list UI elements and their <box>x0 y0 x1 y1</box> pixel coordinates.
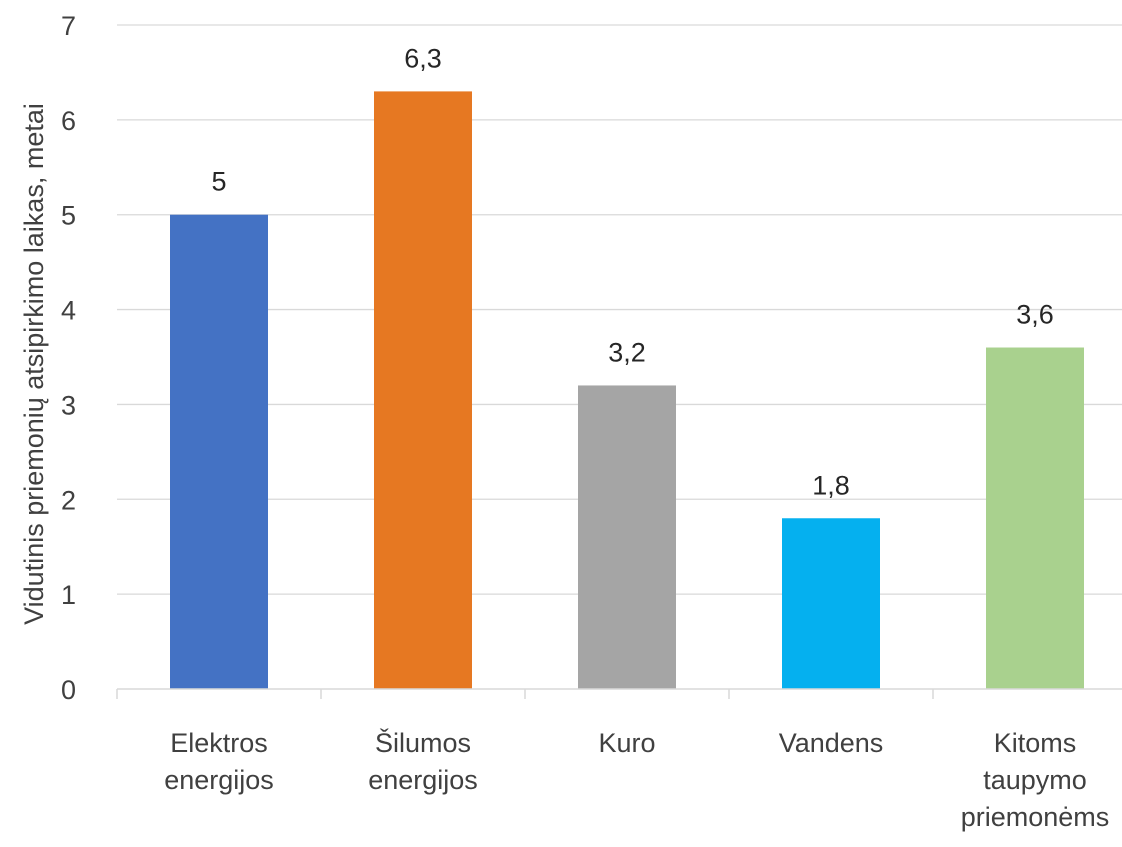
data-label: 5 <box>211 167 226 197</box>
y-tick-label: 7 <box>61 11 76 41</box>
category-label: Kuro <box>598 728 655 758</box>
category-labels: Elektros energijos Šilumos energijos Kuro Van… <box>164 727 1109 832</box>
category-label: Kitoms taupymo priemonėms <box>961 728 1110 832</box>
bar <box>986 347 1084 689</box>
bar <box>170 214 268 689</box>
data-label: 3,6 <box>1016 300 1054 330</box>
y-axis-ticks: 0 1 2 3 4 5 6 7 <box>61 11 76 705</box>
y-tick-label: 3 <box>61 390 76 420</box>
category-label: Vandens <box>779 728 884 758</box>
category-label: Elektros energijos <box>164 728 274 795</box>
data-label: 6,3 <box>404 43 442 73</box>
category-label: Šilumos energijos <box>368 727 478 795</box>
y-tick-label: 1 <box>61 580 76 610</box>
y-tick-label: 0 <box>61 675 76 705</box>
data-label: 3,2 <box>608 337 646 367</box>
bar <box>578 385 676 689</box>
y-tick-label: 2 <box>61 485 76 515</box>
data-label: 1,8 <box>812 470 850 500</box>
bar <box>782 518 880 689</box>
y-axis-title: Vidutinis priemonių atsipirkimo laikas, … <box>19 103 49 625</box>
y-tick-label: 4 <box>61 296 76 326</box>
bar <box>374 91 472 689</box>
y-tick-label: 5 <box>61 201 76 231</box>
data-labels: 5 6,3 3,2 1,8 3,6 <box>211 43 1053 500</box>
x-axis <box>116 688 1122 699</box>
bars <box>170 91 1084 689</box>
y-tick-label: 6 <box>61 106 76 136</box>
